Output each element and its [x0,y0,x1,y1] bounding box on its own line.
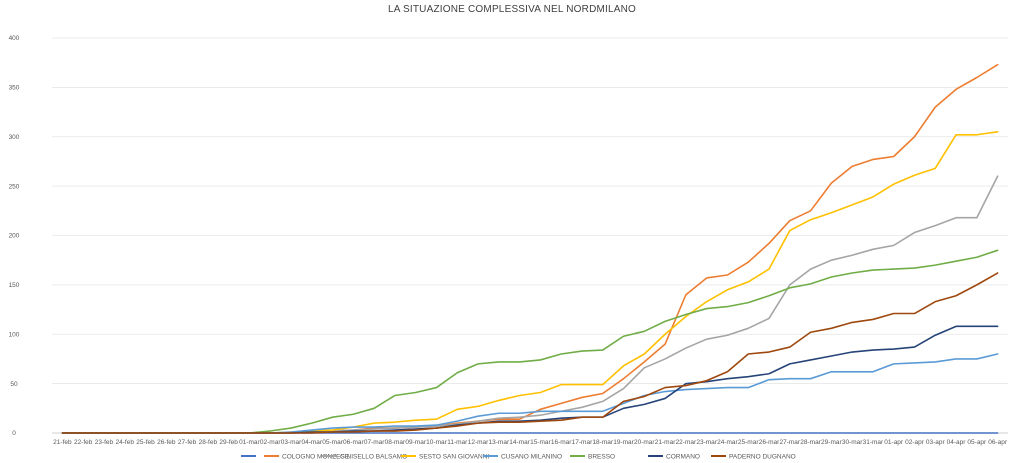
legend-label: COLOGNO MONZESE [282,453,350,460]
x-tick-label: 28-feb [199,439,218,446]
x-tick-label: 25-feb [136,439,155,446]
series-lines [61,63,999,434]
x-tick-label: 07-mar [364,439,385,446]
series-line [61,249,999,434]
x-tick-label: 24-mar [717,439,738,446]
legend-label: SESTO SAN GIOVANNI [419,453,489,460]
x-tick-label: 30-mar [842,439,863,446]
x-axis: 21-feb 22-feb 23-feb 24-feb 25-feb 26-feb 27-f… [53,439,1008,446]
x-tick-label: 11-mar [447,439,468,446]
x-tick-label: 19-mar [613,439,634,446]
x-tick-label: 03-mar [281,439,302,446]
x-tick-label: 04-mar [301,439,322,446]
y-tick-label: 400 [9,35,20,42]
y-tick-label: 250 [9,183,20,190]
x-tick-label: 29-mar [821,439,842,446]
x-tick-label: 20-mar [634,439,655,446]
series-line [61,63,999,434]
x-tick-label: 15-mar [530,439,551,446]
x-tick-label: 26-feb [157,439,176,446]
x-tick-label: 03-apr [926,439,946,446]
y-tick-label: 300 [9,134,20,141]
legend-label: BRESSO [588,453,615,460]
x-tick-label: 22-feb [74,439,93,446]
x-tick-label: 09-mar [405,439,426,446]
x-tick-label: 13-mar [489,439,510,446]
x-tick-label: 25-mar [738,439,759,446]
x-tick-label: 06-apr [988,439,1008,446]
x-tick-label: 01-mar [239,439,260,446]
x-tick-label: 27-mar [779,439,800,446]
x-tick-label: 29-feb [219,439,238,446]
x-tick-label: 21-mar [655,439,676,446]
x-tick-label: 27-feb [178,439,197,446]
x-tick-label: 26-mar [759,439,780,446]
y-tick-label: 350 [9,85,20,92]
x-tick-label: 28-mar [800,439,821,446]
y-tick-label: 150 [9,282,20,289]
x-tick-label: 22-mar [676,439,697,446]
x-tick-label: 17-mar [572,439,593,446]
x-tick-label: 05-apr [967,439,987,446]
x-tick-label: 21-feb [53,439,72,446]
x-tick-label: 18-mar [592,439,613,446]
y-axis: 0 50 100 150 200 250 300 350 400 [9,35,20,437]
x-tick-label: 24-feb [116,439,135,446]
x-tick-label: 23-feb [95,439,114,446]
x-tick-label: 10-mar [426,439,447,446]
y-tick-label: 50 [10,381,18,388]
legend-label: CORMANO [666,453,700,460]
x-tick-label: 14-mar [509,439,530,446]
y-tick-label: 100 [9,331,20,338]
x-tick-label: 08-mar [385,439,406,446]
x-tick-label: 05-mar [322,439,343,446]
x-tick-label: 02-mar [260,439,281,446]
x-tick-label: 16-mar [551,439,572,446]
x-tick-label: 12-mar [468,439,489,446]
x-tick-label: 23-mar [696,439,717,446]
legend-label: PADERNO DUGNANO [729,453,796,460]
legend-label: CUSANO MILANINO [501,453,562,460]
gridlines [52,37,1008,434]
x-tick-label: 06-mar [343,439,364,446]
x-tick-label: 01-apr [884,439,904,446]
x-tick-label: 04-apr [947,439,967,446]
y-tick-label: 0 [12,430,16,437]
series-line [61,272,999,434]
legend-label: CINISELLO BALSAMO [340,453,407,460]
x-tick-label: 31-mar [863,439,884,446]
chart-title: LA SITUAZIONE COMPLESSIVA NEL NORDMILANO [387,4,637,15]
series-line [61,131,999,434]
y-tick-label: 200 [9,233,20,240]
x-tick-label: 02-apr [905,439,925,446]
